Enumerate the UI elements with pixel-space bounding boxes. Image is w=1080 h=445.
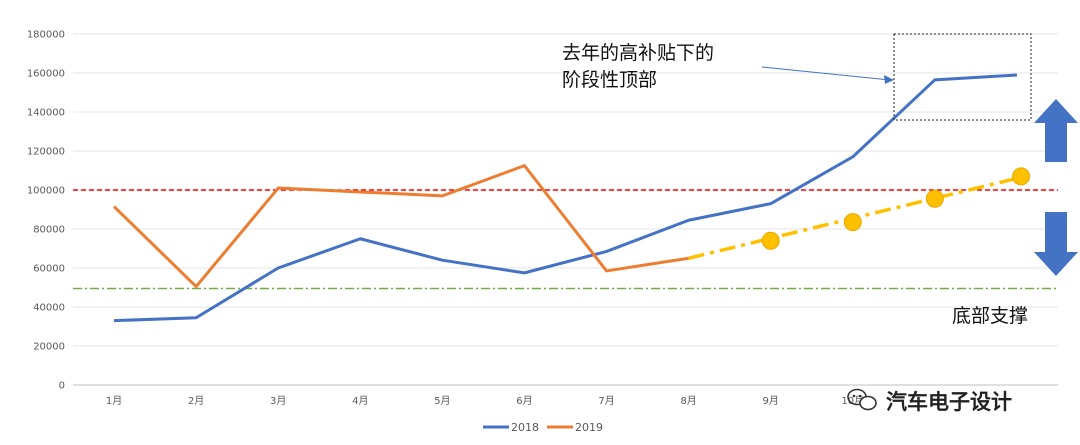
legend: 2018 2019 <box>483 421 603 434</box>
x-tick-label: 7月 <box>598 395 614 407</box>
y-tick-label: 20000 <box>33 342 65 353</box>
down-arrow-icon <box>1034 212 1078 276</box>
annotation-top-line1: 去年的高补贴下的 <box>562 42 714 64</box>
wechat-icon <box>847 388 877 411</box>
x-tick-label: 9月 <box>763 395 779 407</box>
y-tick-label: 140000 <box>27 108 65 119</box>
y-axis-ticks: 0 20000 40000 60000 80000 100000 120000 140000 1… <box>27 30 65 392</box>
projection-point <box>843 213 862 232</box>
reference-lines <box>73 189 1058 290</box>
watermark-text: 汽车电子设计 <box>886 390 1012 414</box>
projection-point <box>1012 167 1031 186</box>
projection-point <box>925 189 944 208</box>
x-tick-label: 5月 <box>434 395 450 407</box>
annotation-bottom: 底部支撑 <box>952 305 1028 327</box>
legend-label: 2019 <box>575 421 603 434</box>
x-axis-ticks: 1月 2月 3月 4月 5月 6月 7月 8月 9月 10月 <box>106 395 864 407</box>
x-tick-label: 6月 <box>516 395 532 407</box>
annotation-pointer-line <box>761 66 891 81</box>
peak-highlight-box <box>893 33 1032 121</box>
series-line-2018 <box>113 73 1018 323</box>
y-tick-label: 80000 <box>33 225 65 236</box>
y-tick-label: 40000 <box>33 303 65 314</box>
annotation-top-line2: 阶段性顶部 <box>562 69 657 91</box>
series-line-2019 <box>112 164 689 289</box>
x-tick-label: 1月 <box>106 395 122 407</box>
series-lines <box>112 73 1018 323</box>
up-arrow-icon <box>1034 99 1078 162</box>
x-tick-label: 8月 <box>680 395 696 407</box>
projection-point <box>761 231 780 250</box>
x-tick-label: 3月 <box>270 395 286 407</box>
projection-trend <box>688 167 1031 260</box>
y-tick-label: 0 <box>59 381 65 392</box>
annotation-pointer-arrowhead <box>884 75 894 84</box>
x-tick-label: 2月 <box>188 395 204 407</box>
y-tick-label: 60000 <box>33 264 65 275</box>
y-tick-label: 120000 <box>27 147 65 158</box>
y-tick-label: 160000 <box>27 69 65 80</box>
watermark: 汽车电子设计 <box>847 388 1012 414</box>
x-tick-label: 4月 <box>352 395 368 407</box>
legend-label: 2018 <box>511 421 539 434</box>
y-tick-label: 100000 <box>27 186 65 197</box>
y-tick-label: 180000 <box>27 30 65 41</box>
